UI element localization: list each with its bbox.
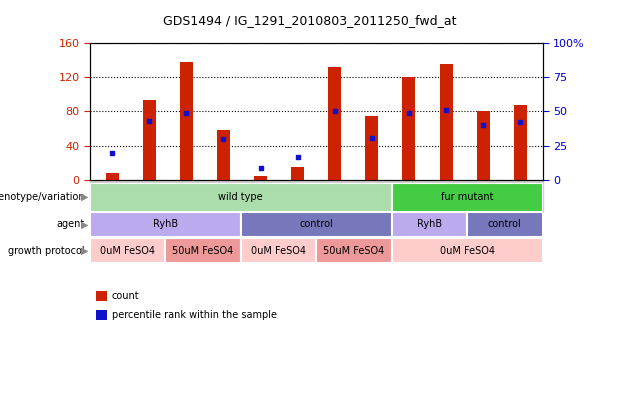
Bar: [254, 176, 267, 180]
Bar: [180, 62, 193, 180]
Bar: [90, 212, 241, 237]
Bar: [467, 212, 542, 237]
Point: [478, 122, 488, 128]
Text: ▶: ▶: [81, 192, 89, 202]
Text: 0uM FeSO4: 0uM FeSO4: [100, 246, 155, 256]
Text: growth protocol: growth protocol: [8, 246, 85, 256]
Bar: [328, 66, 341, 180]
Bar: [392, 238, 542, 263]
Bar: [392, 183, 542, 212]
Text: fur mutant: fur mutant: [441, 192, 494, 202]
Text: percentile rank within the sample: percentile rank within the sample: [112, 310, 277, 320]
Text: control: control: [488, 220, 521, 229]
Point: [441, 107, 451, 113]
Point: [144, 118, 154, 124]
Text: RyhB: RyhB: [153, 220, 178, 229]
Bar: [166, 238, 241, 263]
Bar: [316, 238, 392, 263]
Bar: [241, 212, 392, 237]
Text: ▶: ▶: [81, 220, 89, 229]
Bar: [440, 64, 453, 180]
Point: [182, 109, 192, 116]
Point: [255, 164, 265, 171]
Point: [515, 119, 525, 126]
Text: GDS1494 / IG_1291_2010803_2011250_fwd_at: GDS1494 / IG_1291_2010803_2011250_fwd_at: [163, 14, 457, 27]
Text: control: control: [299, 220, 333, 229]
Bar: [105, 173, 118, 180]
Bar: [291, 167, 304, 180]
Bar: [365, 116, 378, 180]
Point: [107, 149, 117, 156]
Text: 0uM FeSO4: 0uM FeSO4: [251, 246, 306, 256]
Text: 50uM FeSO4: 50uM FeSO4: [172, 246, 234, 256]
Bar: [514, 105, 527, 180]
Text: ▶: ▶: [81, 246, 89, 256]
Text: RyhB: RyhB: [417, 220, 442, 229]
Text: 50uM FeSO4: 50uM FeSO4: [323, 246, 384, 256]
Point: [330, 108, 340, 115]
Bar: [402, 77, 415, 180]
Bar: [241, 238, 316, 263]
Bar: [477, 111, 490, 180]
Bar: [217, 130, 230, 180]
Point: [404, 109, 414, 116]
Bar: [90, 183, 392, 212]
Text: wild type: wild type: [218, 192, 263, 202]
Point: [367, 134, 377, 141]
Point: [218, 136, 228, 142]
Text: genotype/variation: genotype/variation: [0, 192, 85, 202]
Text: agent: agent: [56, 220, 85, 229]
Bar: [392, 212, 467, 237]
Bar: [90, 238, 166, 263]
Bar: [143, 100, 156, 180]
Text: count: count: [112, 291, 140, 301]
Text: 0uM FeSO4: 0uM FeSO4: [440, 246, 495, 256]
Point: [293, 153, 303, 160]
